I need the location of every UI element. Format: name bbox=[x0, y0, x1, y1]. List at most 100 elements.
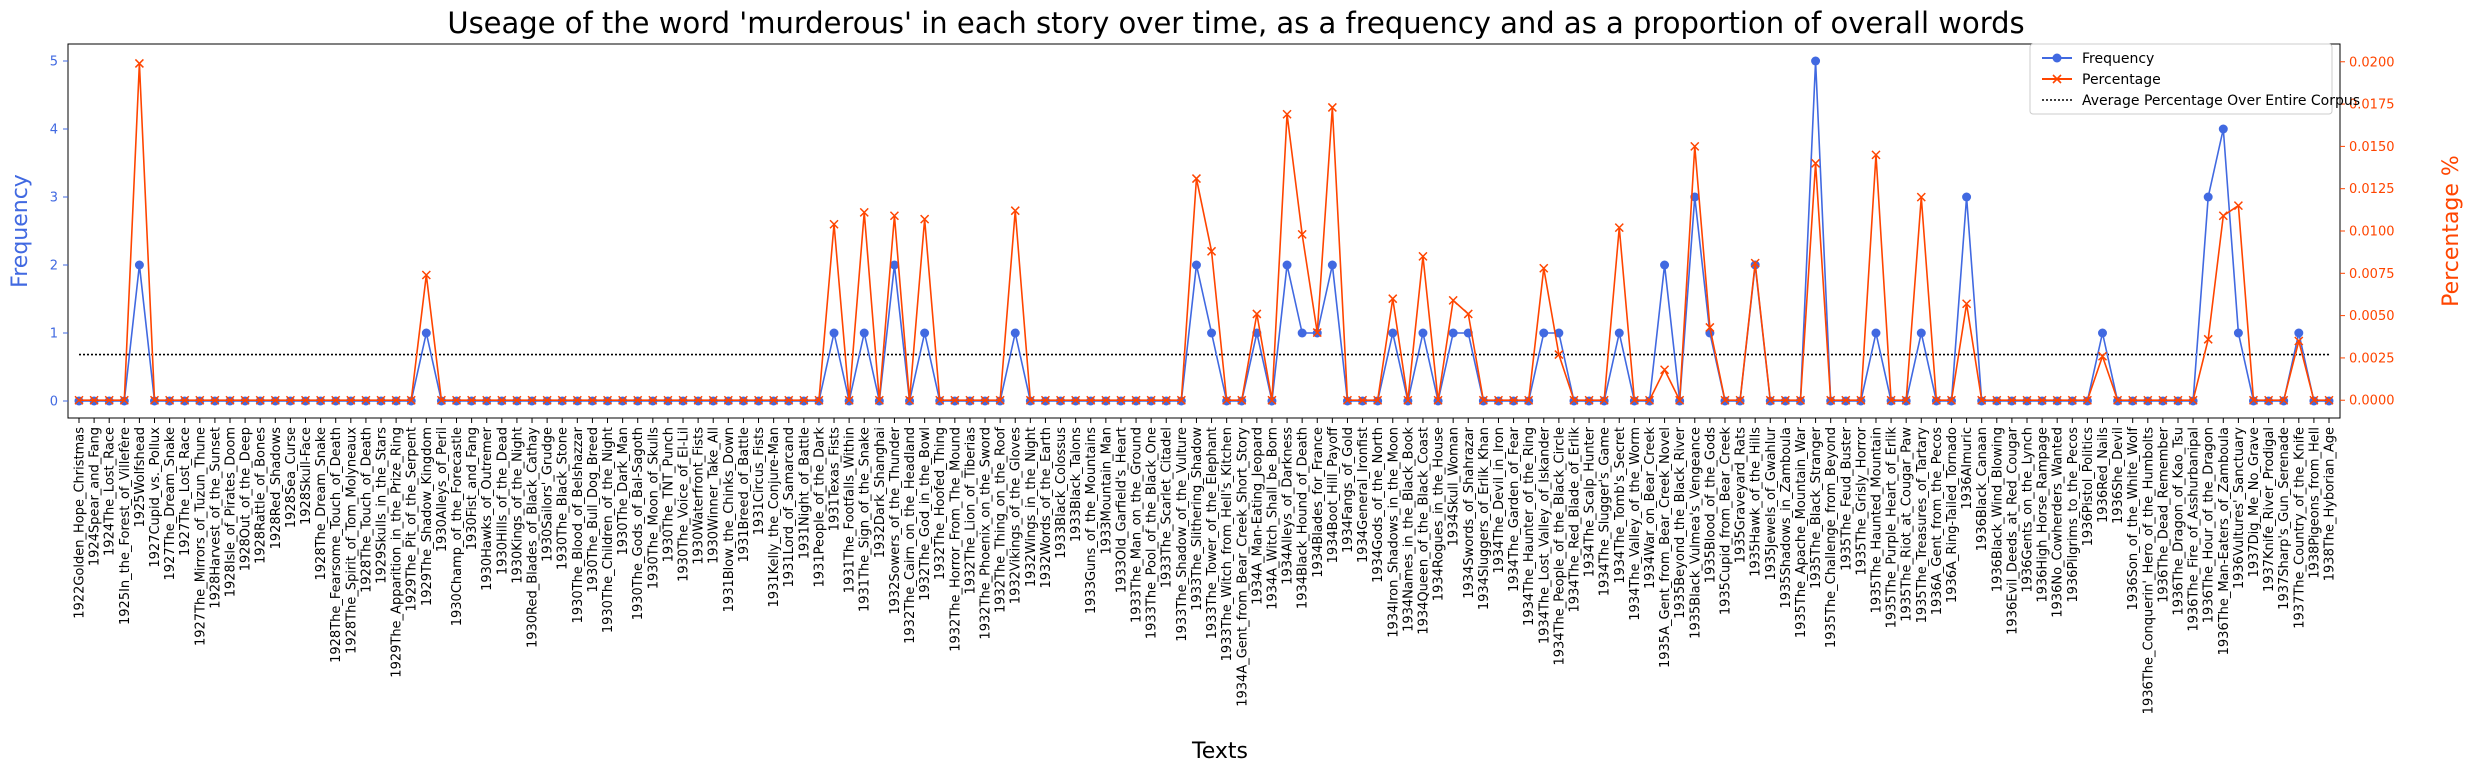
frequency-point bbox=[889, 260, 899, 270]
legend-box bbox=[2029, 43, 2333, 115]
percentage-point bbox=[557, 395, 567, 405]
y2-tick-label: 0.0100 bbox=[2349, 225, 2395, 240]
percentage-point bbox=[814, 395, 824, 405]
percentage-point bbox=[965, 395, 975, 405]
x-tick-label: 1927Cupid_vs._Pollux bbox=[148, 427, 163, 568]
percentage-point bbox=[663, 395, 673, 405]
percentage-point bbox=[889, 211, 899, 221]
percentage-point bbox=[1614, 223, 1624, 233]
percentage-point bbox=[2052, 395, 2062, 405]
percentage-point bbox=[2203, 334, 2213, 344]
percentage-point bbox=[587, 395, 597, 405]
percentage-point bbox=[1539, 263, 1549, 273]
x-tick-label: 1933The_Shadow_of_the_Vulture bbox=[1175, 427, 1190, 642]
percentage-point bbox=[1780, 395, 1790, 405]
x-tick-label: 1936The_Fire_of_Asshurbanipal bbox=[2187, 427, 2202, 632]
percentage-point bbox=[2143, 395, 2153, 405]
x-tick-label: 1934The_Red_Blade_of_Erlik bbox=[1567, 427, 1582, 613]
percentage-point bbox=[738, 395, 748, 405]
x-tick-label: 1936Almuric bbox=[1960, 427, 1975, 510]
percentage-point bbox=[2158, 395, 2168, 405]
y2-tick-label: 0.0200 bbox=[2349, 55, 2395, 70]
y-tick-label: 1 bbox=[50, 327, 58, 342]
x-tick-label: 1931Breed_of_Battle bbox=[737, 427, 752, 563]
x-tick-label: 1933The_Pool_of_the_Black_One bbox=[1145, 427, 1160, 639]
x-tick-label: 1934Swords_of_Shahrazar bbox=[1462, 426, 1477, 598]
percentage-point bbox=[467, 395, 477, 405]
x-tick-label: 1936The_Conquerin'_Hero_of_the_Humbolts bbox=[2141, 427, 2156, 715]
percentage-point bbox=[2067, 395, 2077, 405]
x-tick-label: 1931Blow_the_Chinks_Down bbox=[722, 427, 737, 612]
legend-frequency-label: Frequency bbox=[2082, 51, 2154, 67]
x-tick-label: 1930The_TNT_Punch bbox=[661, 427, 676, 562]
percentage-point bbox=[2082, 395, 2092, 405]
percentage-point bbox=[1161, 395, 1171, 405]
x-tick-label: 1930Winner_Take_All bbox=[707, 427, 722, 564]
percentage-point bbox=[829, 219, 839, 229]
percentage-point bbox=[1282, 109, 1292, 119]
x-tick-label: 1931The_Footfalls_Within bbox=[843, 427, 858, 593]
x-tick-label: 1935Blood_of_the_Gods bbox=[1703, 427, 1718, 583]
x-tick-label: 1932The_Cairn_on_the_Headland bbox=[903, 427, 918, 644]
x-tick-label: 1930The_Blood_of_Belshazzar bbox=[571, 426, 586, 623]
percentage-point bbox=[1931, 395, 1941, 405]
y2-tick-label: 0.0075 bbox=[2349, 267, 2395, 282]
x-tick-label: 1935Jewels_of_Gwahlur bbox=[1764, 426, 1779, 580]
percentage-point bbox=[210, 395, 220, 405]
percentage-point bbox=[89, 395, 99, 405]
percentage-point bbox=[1795, 395, 1806, 405]
percentage-point bbox=[1071, 395, 1081, 405]
x-tick-label: 1930The_Gods_of_Bal-Sagoth bbox=[631, 427, 646, 620]
percentage-point bbox=[844, 395, 854, 405]
x-tick-label: 1932Sowers_of_the_Thunder bbox=[888, 426, 903, 614]
x-tick-label: 1929The_Shadow_Kingdom bbox=[420, 427, 435, 606]
y-tick-label: 0 bbox=[50, 395, 58, 410]
legend-frequency-marker bbox=[2052, 53, 2062, 63]
x-tick-label: 1930Kings_of_the_Night bbox=[510, 427, 525, 584]
x-tick-label: 1928Harvest_of_the_Sunset bbox=[208, 427, 223, 609]
x-tick-label: 1931People_of_the_Dark bbox=[812, 427, 827, 588]
x-tick-label: 1934Fangs_of_Gold bbox=[1341, 427, 1356, 553]
x-tick-label: 1934A_Man-Eating_Jeopard bbox=[1250, 427, 1265, 605]
x-tick-label: 1934Black_Hound_of_Death bbox=[1296, 427, 1311, 609]
plot-frame bbox=[67, 43, 2341, 419]
percentage-point bbox=[300, 395, 311, 405]
percentage-point bbox=[376, 395, 386, 405]
percentage-point bbox=[693, 395, 703, 405]
percentage-point bbox=[1358, 395, 1368, 405]
frequency-point bbox=[1448, 328, 1458, 338]
percentage-point bbox=[1025, 395, 1035, 405]
x-tick-label: 1928The_Fearsome_Touch_of_Death bbox=[329, 427, 344, 663]
x-tick-label: 1933Guns_of_the_Mountains bbox=[1084, 427, 1099, 614]
percentage-point bbox=[769, 395, 779, 405]
x-tick-label: 1938The_Hyborian_Age bbox=[2323, 427, 2338, 581]
percentage-point bbox=[285, 395, 295, 405]
frequency-point bbox=[1282, 260, 1292, 270]
y-tick-label: 5 bbox=[50, 55, 58, 70]
percentage-point bbox=[2218, 211, 2228, 221]
percentage-point bbox=[1509, 395, 1519, 405]
x-tick-label: 1928Out_of_the_Deep bbox=[239, 427, 254, 571]
percentage-point bbox=[2188, 395, 2198, 405]
x-tick-label: 1935The_Treasures_of_Tartary bbox=[1915, 427, 1930, 624]
frequency-point bbox=[2097, 328, 2107, 338]
percentage-point bbox=[2279, 395, 2289, 405]
percentage-point bbox=[1584, 395, 1594, 405]
x-tick-label: 1932Wings_in_the_Night bbox=[1024, 427, 1039, 587]
frequency-point bbox=[1327, 260, 1337, 270]
percentage-point bbox=[1312, 328, 1322, 338]
x-tick-label: 1935The_Grisly_Horror bbox=[1854, 426, 1869, 575]
y2-axis-label: Percentage % bbox=[2439, 155, 2464, 307]
percentage-point bbox=[451, 395, 462, 405]
percentage-point bbox=[2128, 395, 2138, 405]
x-tick-label: 1930Red_Blades_of_Black_Cathay bbox=[526, 427, 541, 648]
y2-tick-label: 0.0175 bbox=[2349, 98, 2395, 113]
x-tick-label: 1932The_God_in_the_Bowl bbox=[918, 427, 933, 601]
x-tick-label: 1932The_Horror_From_The_Mound bbox=[948, 427, 963, 652]
percentage-point bbox=[1191, 174, 1201, 184]
x-tick-label: 1934A_Witch_Shall_be_Born bbox=[1265, 427, 1280, 610]
percentage-point bbox=[1433, 395, 1443, 405]
frequency-point bbox=[1418, 328, 1428, 338]
percentage-point bbox=[1871, 150, 1881, 160]
percentage-point bbox=[1388, 294, 1398, 304]
